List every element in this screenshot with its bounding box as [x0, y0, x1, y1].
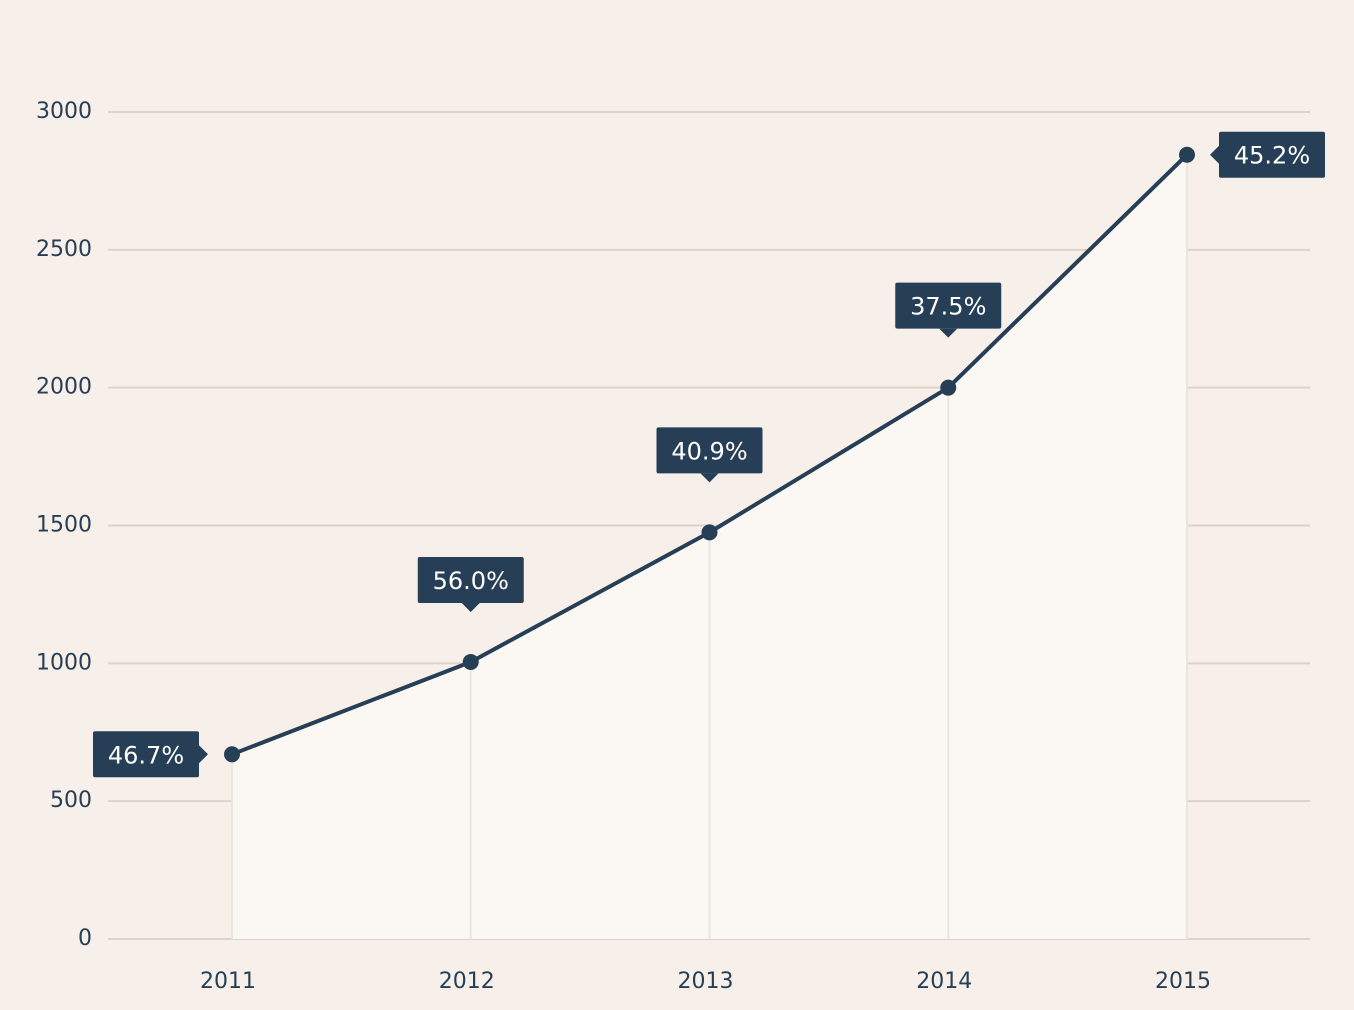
- data-label: 46.7%: [93, 731, 208, 778]
- data-point: [940, 379, 957, 396]
- data-label: 56.0%: [417, 556, 524, 612]
- y-tick-label: 1500: [36, 513, 92, 538]
- data-label-box: [656, 427, 763, 474]
- points-layer: [224, 146, 1195, 763]
- data-label: 37.5%: [895, 282, 1002, 338]
- data-label-box: [93, 731, 199, 778]
- data-label-pointer: [1210, 145, 1219, 164]
- data-point: [701, 524, 718, 541]
- data-label-pointer: [199, 745, 208, 764]
- y-tick-label: 500: [50, 788, 92, 813]
- x-tick-label: 2014: [916, 969, 972, 994]
- y-axis: 0 500 1000 1500 2000 2500 3000: [36, 99, 92, 951]
- data-label: 40.9%: [656, 427, 763, 483]
- x-tick-label: 2011: [200, 969, 256, 994]
- data-label-text: 46.7%: [108, 741, 184, 769]
- x-tick-label: 2015: [1155, 969, 1211, 994]
- data-label-text: 40.9%: [671, 437, 747, 465]
- y-tick-label: 0: [78, 926, 92, 951]
- x-tick-label: 2013: [678, 969, 734, 994]
- data-label: 45.2%: [1210, 131, 1325, 178]
- x-axis: 2011 2012 2013 2014 2015: [200, 969, 1211, 994]
- data-point: [1179, 146, 1195, 163]
- data-labels-layer: 46.7% 56.0% 40.9% 37.5% 45.2%: [93, 131, 1325, 778]
- data-point: [462, 653, 479, 670]
- data-label-text: 56.0%: [433, 567, 509, 595]
- y-tick-label: 3000: [36, 99, 92, 124]
- y-tick-label: 2500: [36, 237, 92, 262]
- data-label-text: 37.5%: [910, 293, 986, 321]
- y-tick-label: 2000: [36, 375, 92, 400]
- data-label-box: [1219, 131, 1325, 178]
- vertical-guides: [231, 154, 1188, 939]
- x-tick-label: 2012: [439, 969, 495, 994]
- data-label-pointer: [700, 473, 719, 483]
- data-label-text: 45.2%: [1234, 142, 1310, 170]
- data-label-box: [417, 556, 524, 603]
- data-label-box: [895, 282, 1002, 329]
- data-label-pointer: [461, 602, 480, 612]
- y-tick-label: 1000: [36, 650, 92, 675]
- data-label-pointer: [939, 328, 958, 338]
- data-point: [224, 746, 240, 763]
